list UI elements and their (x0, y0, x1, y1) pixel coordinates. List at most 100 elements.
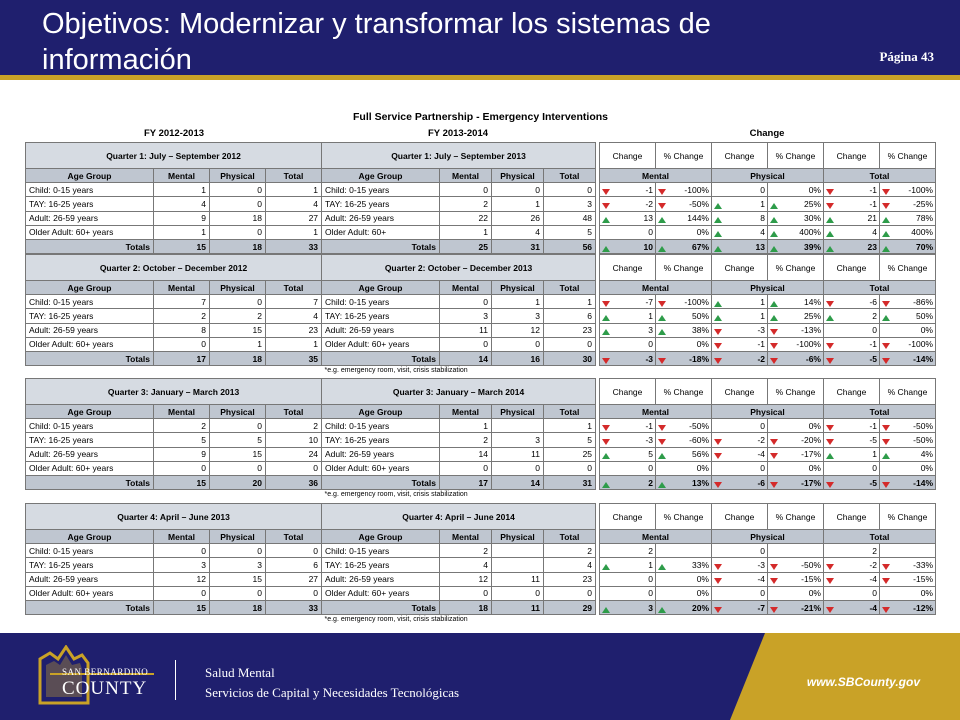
down-arrow-icon (714, 357, 722, 364)
value-cell: 4 (264, 308, 323, 324)
change-cell: 0 (711, 418, 768, 434)
value-cell: 14 (439, 446, 492, 462)
change-cell: -20% (767, 432, 824, 448)
change-value: -60% (689, 434, 709, 445)
up-arrow-icon (714, 314, 722, 321)
value-cell: 27 (264, 210, 323, 226)
down-arrow-icon (826, 188, 834, 195)
change-value: -86% (913, 296, 933, 307)
value-cell: 18 (209, 210, 266, 226)
value-cell: 1 (153, 182, 210, 198)
change-cell: -100% (655, 182, 712, 198)
pct-change-header: % Change (767, 378, 824, 405)
change-cell (655, 543, 712, 559)
up-arrow-icon (658, 245, 666, 252)
change-cell: -100% (879, 336, 936, 352)
change-cell: 78% (879, 210, 936, 226)
age-group-cell: Older Adult: 60+ years (321, 460, 440, 476)
change-cell: 14% (767, 294, 824, 310)
change-cell: -86% (879, 294, 936, 310)
change-cell: -14% (879, 474, 936, 491)
down-arrow-icon (658, 357, 666, 364)
up-arrow-icon (602, 563, 610, 570)
change-heading: Change (749, 128, 785, 139)
value-cell: 0 (153, 460, 210, 476)
change-value: 0 (648, 339, 653, 350)
quarter-title: Quarter 4: April – June 2014 (320, 503, 597, 530)
change-value: 0 (648, 463, 653, 474)
totals-label: Totals (25, 238, 154, 255)
pct-change-header: % Change (767, 503, 824, 530)
change-cell: -100% (879, 182, 936, 198)
change-value: -5 (869, 353, 877, 364)
value-cell: 3 (209, 557, 266, 573)
change-cell: 400% (879, 224, 936, 240)
totals-value: 56 (542, 238, 597, 255)
down-arrow-icon (770, 578, 778, 585)
column-header: Age Group (321, 528, 440, 545)
report-content: Full Service Partnership - Emergency Int… (24, 106, 936, 626)
down-arrow-icon (882, 357, 890, 364)
up-arrow-icon (826, 245, 834, 252)
change-cell: -50% (767, 557, 824, 573)
totals-value: 36 (264, 474, 323, 491)
change-cell: -100% (655, 294, 712, 310)
change-cell: -17% (767, 446, 824, 462)
down-arrow-icon (770, 563, 778, 570)
change-header: Change (711, 378, 768, 405)
change-cell: 2 (599, 474, 656, 491)
up-arrow-icon (658, 481, 666, 488)
value-cell: 0 (439, 460, 492, 476)
change-value: -20% (801, 434, 821, 445)
value-cell: 0 (439, 585, 492, 601)
column-header: Mental (439, 403, 492, 420)
footnote: *e.g. emergency room, visit, crisis stab… (324, 616, 468, 624)
pct-change-header: % Change (879, 254, 936, 281)
value-cell: 2 (153, 308, 210, 324)
down-arrow-icon (770, 453, 778, 460)
pct-change-header: % Change (655, 142, 712, 169)
pct-change-header: % Change (655, 254, 712, 281)
column-header: Total (264, 403, 323, 420)
change-header: Change (823, 142, 880, 169)
down-arrow-icon (770, 481, 778, 488)
age-group-cell: Older Adult: 60+ years (25, 585, 154, 601)
column-header: Mental (439, 167, 492, 184)
change-value: -1 (645, 184, 653, 195)
totals-value: 18 (209, 238, 266, 255)
department-subtitle: Servicios de Capital y Necesidades Tecno… (205, 685, 460, 700)
change-value: -3 (645, 353, 653, 364)
group-header: Physical (711, 167, 824, 184)
value-cell: 0 (264, 460, 323, 476)
group-header: Mental (599, 279, 712, 296)
value-cell: 27 (264, 571, 323, 587)
change-cell: 400% (767, 224, 824, 240)
age-group-cell: TAY: 16-25 years (321, 557, 440, 573)
change-value: 38% (691, 325, 709, 336)
table-q1-prev: Quarter 1: July – September 2012 Age Grou… (24, 142, 323, 255)
down-arrow-icon (602, 357, 610, 364)
change-value: -21% (801, 602, 821, 613)
down-arrow-icon (882, 300, 890, 307)
quarter-title: Quarter 3: January – March 2014 (320, 378, 597, 405)
website-link[interactable]: www.SBCounty.gov (806, 675, 920, 689)
change-cell: -1 (711, 336, 768, 352)
column-header: Physical (209, 279, 266, 296)
change-value: 67% (691, 241, 709, 252)
value-cell: 2 (439, 432, 492, 448)
value-cell: 0 (209, 294, 266, 310)
totals-value: 20 (209, 474, 266, 491)
change-value: -50% (801, 559, 821, 570)
down-arrow-icon (658, 188, 666, 195)
change-cell: -5 (823, 350, 880, 367)
change-cell: 0% (655, 224, 712, 240)
value-cell: 1 (542, 294, 597, 310)
change-value: 13 (755, 241, 765, 252)
change-cell: -12% (879, 599, 936, 616)
change-cell: 0% (655, 460, 712, 476)
totals-value: 14 (439, 350, 492, 367)
change-cell: 0 (711, 460, 768, 476)
down-arrow-icon (770, 343, 778, 350)
pct-change-header: % Change (655, 378, 712, 405)
change-cell: 0 (599, 224, 656, 240)
